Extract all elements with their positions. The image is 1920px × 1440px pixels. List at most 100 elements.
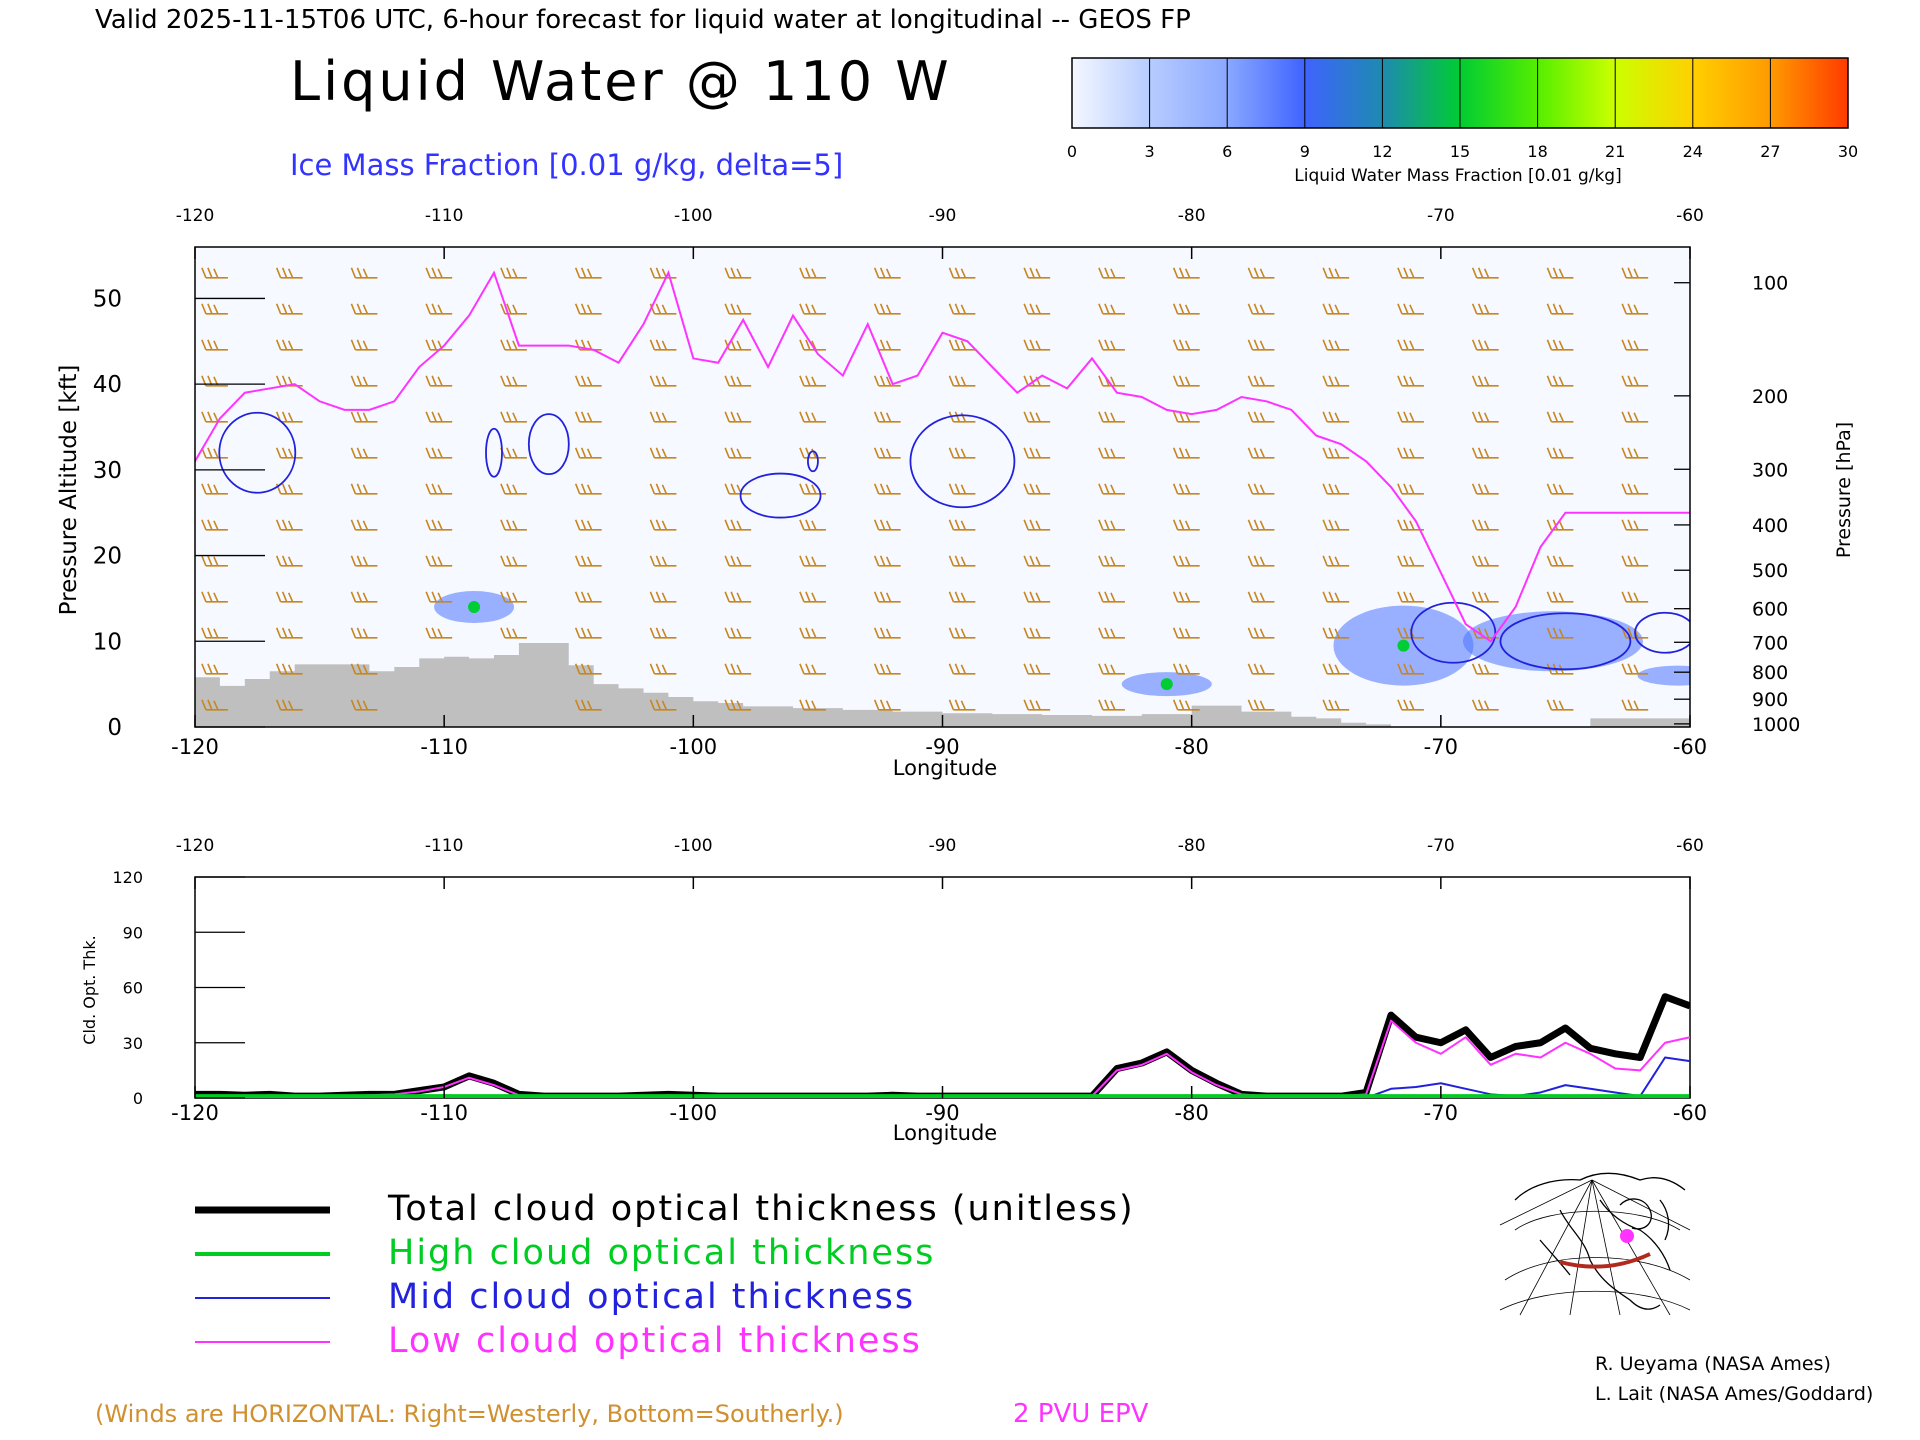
wind-barb (948, 699, 976, 711)
wind-barb (425, 267, 453, 279)
wind-barb (1172, 483, 1200, 495)
bottom-x-tick-label-upper: -100 (674, 836, 713, 856)
top-x-tick-label: -60 (1673, 735, 1707, 759)
top-y-right-tick-label: 500 (1752, 560, 1788, 582)
wind-barb (1621, 339, 1649, 351)
bottom-y-tick-label: 30 (123, 1034, 143, 1053)
ice-contour (807, 450, 819, 473)
bottom-x-tick-label: -60 (1673, 1101, 1707, 1125)
wind-barb (1471, 339, 1499, 351)
wind-barb (724, 519, 752, 531)
wind-barb (1023, 663, 1051, 675)
bottom-y-tick-label: 0 (133, 1089, 143, 1108)
top-x-tick-label-upper: -100 (674, 206, 713, 226)
top-y-right-tick-label: 200 (1752, 386, 1788, 408)
wind-barb (649, 591, 677, 603)
wind-barb (1172, 591, 1200, 603)
terrain-area (195, 643, 1690, 727)
wind-barb (649, 483, 677, 495)
liquid-water-peak (1160, 678, 1173, 691)
wind-barb (350, 591, 378, 603)
wind-barb (1621, 555, 1649, 567)
wind-barb (574, 411, 602, 423)
wind-barb (1247, 375, 1275, 387)
liquid-water-blob (1462, 611, 1643, 672)
wind-barb (574, 699, 602, 711)
wind-barb (500, 555, 527, 567)
wind-barb (574, 447, 602, 459)
wind-barb (1471, 699, 1499, 711)
wind-barb (425, 483, 453, 495)
wind-barb (350, 447, 378, 459)
wind-barb (1471, 555, 1499, 567)
wind-barb (1471, 483, 1499, 495)
wind-barb (649, 519, 677, 531)
top-y-tick-label: 10 (93, 629, 122, 655)
wind-barb (649, 411, 677, 423)
wind-barb (500, 303, 527, 315)
wind-barb (350, 483, 378, 495)
wind-barb (1546, 555, 1574, 567)
ice-contour (485, 427, 503, 478)
colorbar-tick-label: 3 (1145, 142, 1155, 161)
top-y-tick-label: 40 (93, 372, 122, 398)
wind-barb (1397, 447, 1424, 459)
map-inset (1495, 1165, 1691, 1316)
epv-label: 2 PVU EPV (1013, 1399, 1149, 1429)
wind-barb (1098, 267, 1125, 279)
top-y-tick-label: 30 (93, 458, 122, 484)
wind-barb (1546, 699, 1574, 711)
wind-barb (873, 519, 901, 531)
wind-barb (1471, 267, 1499, 279)
wind-barb (724, 339, 752, 351)
wind-barb (799, 627, 826, 639)
wind-barb (948, 519, 976, 531)
map-location-marker (1620, 1229, 1634, 1243)
wind-barb (425, 447, 453, 459)
wind-barb (1023, 447, 1051, 459)
wind-barb (350, 627, 378, 639)
wind-barb (873, 447, 901, 459)
wind-barb (1023, 627, 1051, 639)
liquid-water-peak (468, 601, 481, 613)
legend: Total cloud optical thickness (unitless)… (195, 1189, 1133, 1361)
wind-barb (1621, 483, 1649, 495)
wind-barb (1247, 339, 1275, 351)
wind-barb (1546, 483, 1574, 495)
wind-barb (1172, 411, 1200, 423)
top-y-tick-label: 50 (93, 286, 122, 312)
wind-barb (1172, 699, 1200, 711)
wind-barb (1546, 447, 1574, 459)
top-x-tick-label: -110 (420, 735, 468, 759)
wind-barb (1397, 411, 1424, 423)
top-plot-area (195, 247, 1690, 727)
wind-barb (1247, 483, 1275, 495)
ice-contour (1499, 612, 1632, 671)
wind-barb (275, 555, 303, 567)
wind-barb (1471, 447, 1499, 459)
wind-barb (500, 483, 527, 495)
bottom-x-tick-label-upper: -60 (1676, 836, 1704, 856)
wind-barb (425, 375, 453, 387)
wind-barb (500, 591, 527, 603)
top-y-right-tick-label: 100 (1752, 273, 1788, 295)
ice-contour (1634, 611, 1690, 654)
wind-barb (873, 483, 901, 495)
wind-barb (275, 303, 303, 315)
top-x-tick-label-upper: -90 (929, 206, 957, 226)
wind-barb (1546, 591, 1574, 603)
colorbar-tick-label: 0 (1067, 142, 1077, 161)
wind-barb (574, 627, 602, 639)
wind-barb (1471, 591, 1499, 603)
liquid-water-blob (1637, 665, 1690, 686)
wind-barb (799, 699, 826, 711)
wind-barb (425, 303, 453, 315)
wind-barb (724, 555, 752, 567)
wind-barb (201, 555, 228, 567)
bottom-x-tick-label-upper: -120 (176, 836, 215, 856)
wind-barb (574, 591, 602, 603)
wind-barb (649, 339, 677, 351)
wind-barb (1247, 267, 1275, 279)
top-x-tick-label: -120 (171, 735, 219, 759)
wind-barb (275, 483, 303, 495)
